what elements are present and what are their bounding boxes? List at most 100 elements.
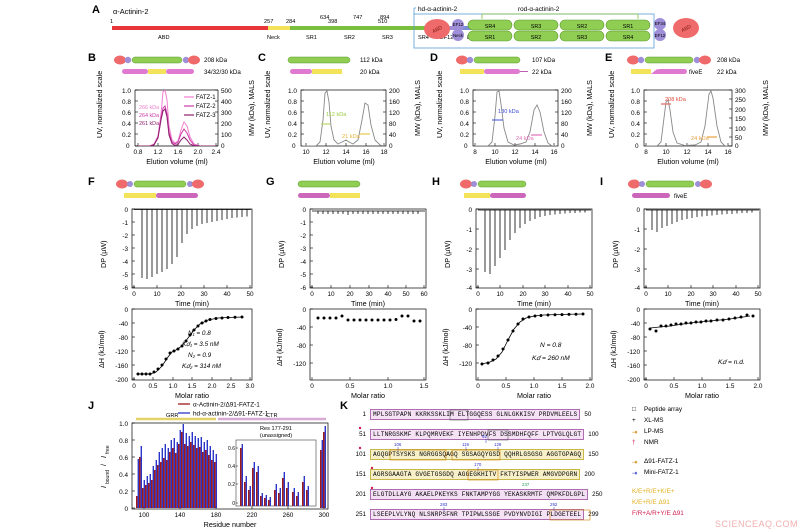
panel-f-itc-bottom: 0 -40 -80 -120 -160 -200 ΔH (kJ/mol) 0 0.5 1.0… xyxy=(97,307,255,400)
svg-text:40: 40 xyxy=(223,291,231,298)
svg-text:DP (µW): DP (µW) xyxy=(611,240,620,268)
svg-text:50: 50 xyxy=(735,135,743,142)
svg-text:300: 300 xyxy=(735,88,746,95)
svg-text:120: 120 xyxy=(389,110,400,117)
panel-i-itc-bottom: 0 -40 -80 -120 -160 -200 ΔH (kJ/mol) 0 0.5 1.0… xyxy=(609,307,763,400)
svg-text:K𝑑₁ = 3.5 nM: K𝑑₁ = 3.5 nM xyxy=(182,341,219,348)
svg-text:0: 0 xyxy=(636,207,640,214)
mini-fatz1-icon: ⇥ xyxy=(632,469,638,477)
panel-e-construct-icons: 208 kDa fiveE 22 kDa xyxy=(627,55,741,76)
svg-text:-40: -40 xyxy=(463,325,473,332)
panel-a: A α-Actinin-2 1 257 284 398 510 ABD Neck… xyxy=(0,0,800,52)
svg-text:2.0: 2.0 xyxy=(754,383,763,390)
svg-text:EF34: EF34 xyxy=(655,21,666,26)
svg-text:-2: -2 xyxy=(300,233,306,240)
svg-text:GRR: GRR xyxy=(166,413,178,419)
svg-text:0: 0 xyxy=(476,291,480,298)
xl-ms-icon: + xyxy=(632,417,636,424)
svg-text:-4: -4 xyxy=(634,285,640,292)
panel-c-peak-label-1: 112 kDa xyxy=(326,112,347,118)
legend-mutant-1: K/E+R/E+K/E+ xyxy=(632,488,675,495)
row-end-number: 100 xyxy=(588,430,599,438)
panel-a-protein-name: α-Actinin-2 xyxy=(113,7,149,16)
svg-text:-200: -200 xyxy=(627,377,640,384)
row-start-number: 51 xyxy=(359,430,366,438)
panel-j-inset-title: Res 177-291 xyxy=(260,426,292,432)
svg-text:FATZ-3: FATZ-3 xyxy=(196,113,216,119)
svg-text:-6: -6 xyxy=(122,285,128,292)
panel-h: H 0 -1 -2 -3 -4 DP (µW) 0 10 20 30 40 50 Time (… xyxy=(432,176,604,400)
svg-text:100: 100 xyxy=(735,126,746,133)
svg-text:SR3: SR3 xyxy=(577,35,588,41)
svg-text:510: 510 xyxy=(378,19,387,25)
svg-text:-3: -3 xyxy=(122,246,128,253)
svg-text:0: 0 xyxy=(561,143,565,150)
legend-label: Peptide array xyxy=(644,406,683,413)
panel-i-construct-label: fiveE xyxy=(674,194,687,200)
row-start-number: 151 xyxy=(355,470,366,478)
svg-text:K𝑑 = 260 nM: K𝑑 = 260 nM xyxy=(532,355,570,362)
svg-text:0.4: 0.4 xyxy=(631,121,640,128)
svg-text:DP (µW): DP (µW) xyxy=(277,240,286,268)
svg-text:1.0: 1.0 xyxy=(460,88,469,95)
row-start-number: 201 xyxy=(355,490,366,498)
svg-text:200: 200 xyxy=(561,88,572,95)
panel-e-label: E xyxy=(605,52,613,64)
svg-text:ΔH (kJ/mol): ΔH (kJ/mol) xyxy=(97,330,106,368)
panel-b-peak-label-2: 264 kDa xyxy=(139,113,159,119)
svg-text:FATZ-1: FATZ-1 xyxy=(196,95,216,101)
svg-text:SR2: SR2 xyxy=(577,24,588,30)
svg-text:Time (min): Time (min) xyxy=(175,299,209,308)
svg-text:-40: -40 xyxy=(631,321,641,328)
svg-text:20: 20 xyxy=(687,291,695,298)
svg-text:-1: -1 xyxy=(466,227,472,234)
svg-text:8: 8 xyxy=(473,149,477,156)
sequence-row: 251 LSEEPLVLYNQ NLSNRPSFNR TPIPWLSSGE PV… xyxy=(354,504,602,524)
svg-text:2.5: 2.5 xyxy=(227,383,236,390)
svg-text:/: / xyxy=(99,464,108,466)
svg-text:0.4: 0.4 xyxy=(460,121,469,128)
panel-h-fit-params: N = 0.8 K𝑑 = 260 nM xyxy=(532,342,570,362)
svg-text:16: 16 xyxy=(550,149,558,156)
svg-text:14: 14 xyxy=(342,149,350,156)
row-start-number: 251 xyxy=(355,510,366,518)
svg-text:Time (min): Time (min) xyxy=(351,299,385,308)
panel-g: G 0 -1 -2 -3 -4 -5 -6 DP (µW) 0 10 20 30 40 50 6… xyxy=(266,176,438,400)
svg-text:1.0: 1.0 xyxy=(122,88,131,95)
row-sequence: ELGTDLLAYG AKAELPKEYKS FNKTAMPYGG YEKASK… xyxy=(370,488,589,500)
row-sequence: AGQGPTSYSKS NGRGGSQAGQ SGSAGQYGSD QQHRLG… xyxy=(370,448,585,460)
svg-text:-6: -6 xyxy=(300,285,306,292)
svg-text:40: 40 xyxy=(564,291,572,298)
svg-text:MW (kDa), MALS: MW (kDa), MALS xyxy=(247,80,256,136)
row-end-number: 50 xyxy=(584,410,592,418)
svg-text:0.2: 0.2 xyxy=(288,132,297,139)
svg-text:1.0: 1.0 xyxy=(698,383,707,390)
row-sequence: LLTNRGSKMF KLPQMRVEKF IYENHPDVFS DSSMDHF… xyxy=(370,428,585,440)
panel-b-construct-icons: 208 kDa 34/32/30 kDa xyxy=(114,55,241,76)
panel-j-bars-red xyxy=(136,432,325,508)
panel-e-mw-top: 208 kDa xyxy=(717,57,741,64)
svg-text:1.0: 1.0 xyxy=(288,88,297,95)
svg-text:0.2: 0.2 xyxy=(119,489,128,496)
svg-text:0.6: 0.6 xyxy=(288,110,297,117)
svg-text:160: 160 xyxy=(561,99,572,106)
svg-text:0.4: 0.4 xyxy=(288,121,297,128)
svg-text:40: 40 xyxy=(384,291,392,298)
panel-d-chart: 1.0 0.8 0.6 0.4 0.2 0 UV, normalized scale 8… xyxy=(435,71,594,166)
panel-i-itc-top: 0 -1 -2 -3 -4 DP (µW) 0 10 20 30 40 50 Time (mi… xyxy=(611,207,762,308)
panel-c-mw-top: 112 kDa xyxy=(360,57,383,64)
svg-text:-2: -2 xyxy=(466,247,472,254)
svg-text:0: 0 xyxy=(302,207,306,214)
panel-g-itc-bottom: 0 -40 -80 -120 ΔH (kJ/mol) 0 0.5 1.0 1.5 Mol… xyxy=(275,307,429,400)
svg-text:N₁ = 0.8: N₁ = 0.8 xyxy=(188,330,211,337)
svg-text:-3: -3 xyxy=(634,267,640,274)
svg-text:20: 20 xyxy=(519,291,527,298)
svg-text:250: 250 xyxy=(735,97,746,104)
panel-b-mw-bottom: 34/32/30 kDa xyxy=(204,69,241,76)
svg-text:-40: -40 xyxy=(119,321,129,328)
svg-text:SR4: SR4 xyxy=(418,35,429,41)
svg-text:0.6: 0.6 xyxy=(119,455,128,462)
legend-item: ⇥ LP-MS xyxy=(632,426,684,437)
legend-label: NMR xyxy=(644,439,659,446)
legend-item: + XL-MS xyxy=(632,415,684,426)
